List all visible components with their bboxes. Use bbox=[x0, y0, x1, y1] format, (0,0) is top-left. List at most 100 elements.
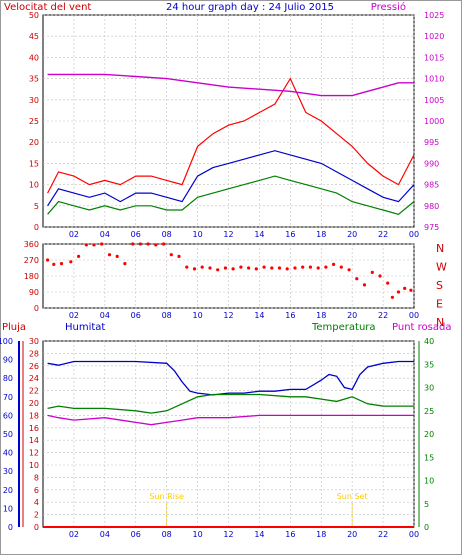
direction-point bbox=[239, 265, 243, 269]
rain-y-tick: 4 bbox=[34, 498, 39, 507]
rain-y-tick: 26 bbox=[29, 362, 39, 371]
dewpoint-label: Punt rosada bbox=[392, 322, 451, 333]
direction-point bbox=[169, 253, 173, 257]
pressure-y-tick: 975 bbox=[424, 223, 439, 232]
temperature-label: Temperatura bbox=[311, 322, 376, 333]
pressure-y-tick: 995 bbox=[424, 138, 439, 147]
rain-y-tick: 12 bbox=[29, 449, 39, 458]
compass-label: E bbox=[436, 298, 443, 311]
temperature-y-tick: 35 bbox=[424, 360, 434, 369]
direction-y-tick: 90 bbox=[29, 288, 39, 297]
direction-point bbox=[231, 267, 235, 271]
direction-x-tick: 12 bbox=[223, 311, 233, 320]
temperature-x-tick: 04 bbox=[100, 530, 110, 539]
temperature-x-tick: 06 bbox=[131, 530, 141, 539]
direction-x-tick: 18 bbox=[316, 311, 326, 320]
direction-point bbox=[115, 254, 119, 258]
temperature-x-tick: 18 bbox=[316, 530, 326, 539]
direction-point bbox=[285, 267, 289, 271]
direction-point bbox=[254, 267, 258, 271]
pressure-y-tick: 1015 bbox=[424, 53, 444, 62]
wind-x-tick: 04 bbox=[100, 230, 110, 239]
direction-point bbox=[301, 265, 305, 269]
direction-point bbox=[46, 258, 50, 262]
rain-y-tick: 20 bbox=[29, 399, 39, 408]
rain-y-tick: 24 bbox=[29, 374, 39, 383]
temperature-y-tick: 30 bbox=[424, 384, 434, 393]
humidity-y-tick: 70 bbox=[3, 393, 13, 402]
temperature-x-tick: 02 bbox=[69, 530, 79, 539]
wind-y-tick: 5 bbox=[34, 202, 39, 211]
wind-x-tick: 10 bbox=[192, 230, 202, 239]
temperature-x-tick: 08 bbox=[162, 530, 172, 539]
direction-point bbox=[308, 265, 312, 269]
pressure-y-tick: 980 bbox=[424, 202, 439, 211]
direction-point bbox=[223, 266, 227, 270]
pressure-y-tick: 990 bbox=[424, 159, 439, 168]
humidity-y-tick: 10 bbox=[3, 504, 13, 513]
temperature-x-tick: 20 bbox=[347, 530, 357, 539]
wind-x-tick: 00 bbox=[409, 230, 419, 239]
direction-point bbox=[378, 274, 382, 278]
direction-x-tick: 06 bbox=[131, 311, 141, 320]
temperature-series-line bbox=[47, 393, 414, 414]
rain-y-tick: 28 bbox=[29, 349, 39, 358]
humidity-y-tick: 50 bbox=[3, 430, 13, 439]
direction-point bbox=[177, 254, 181, 258]
pressure-y-tick: 1000 bbox=[424, 117, 444, 126]
direction-point bbox=[390, 295, 394, 299]
humidity-y-tick: 80 bbox=[3, 374, 13, 383]
temperature-y-tick: 0 bbox=[424, 523, 429, 532]
direction-point bbox=[200, 265, 204, 269]
wind-y-tick: 15 bbox=[29, 159, 39, 168]
direction-point bbox=[185, 265, 189, 269]
temperature-x-tick: 12 bbox=[223, 530, 233, 539]
direction-point bbox=[146, 242, 150, 246]
direction-x-tick: 04 bbox=[100, 311, 110, 320]
wind-series-line bbox=[47, 150, 415, 207]
humidity-label: Humitat bbox=[65, 322, 105, 333]
direction-point bbox=[92, 243, 96, 247]
rain-y-tick: 8 bbox=[34, 473, 39, 482]
wind-y-tick: 25 bbox=[29, 117, 39, 126]
sun-marker-label: Sun Set bbox=[337, 492, 368, 501]
direction-x-tick: 22 bbox=[378, 311, 388, 320]
direction-point bbox=[277, 266, 282, 270]
humidity-y-tick: 40 bbox=[3, 449, 13, 458]
direction-point bbox=[216, 268, 220, 272]
direction-y-tick: 360 bbox=[24, 240, 39, 249]
rain-label: Pluja bbox=[2, 322, 26, 333]
wind-x-tick: 08 bbox=[162, 230, 172, 239]
pressure-label: Pressió bbox=[371, 1, 406, 13]
direction-point bbox=[247, 266, 251, 270]
wind-y-tick: 0 bbox=[34, 223, 39, 232]
wind-x-tick: 20 bbox=[347, 230, 357, 239]
direction-point bbox=[403, 286, 407, 290]
pressure-y-tick: 985 bbox=[424, 181, 439, 190]
humidity-y-tick: 60 bbox=[3, 411, 13, 420]
temperature-y-tick: 10 bbox=[424, 477, 434, 486]
wind-x-tick: 06 bbox=[131, 230, 141, 239]
humidity-y-tick: 90 bbox=[3, 356, 13, 365]
direction-y-tick: 0 bbox=[34, 304, 39, 313]
temperature-y-tick: 25 bbox=[424, 407, 434, 416]
direction-point bbox=[332, 262, 336, 266]
rain-y-tick: 2 bbox=[34, 511, 39, 520]
average-series-line bbox=[47, 175, 415, 215]
direction-x-tick: 00 bbox=[409, 311, 419, 320]
temperature-y-tick: 15 bbox=[424, 453, 434, 462]
rain-y-tick: 18 bbox=[29, 411, 39, 420]
gust-series-line bbox=[47, 77, 415, 194]
temperature-x-tick: 14 bbox=[254, 530, 264, 539]
direction-point bbox=[362, 283, 367, 287]
direction-point bbox=[84, 243, 88, 247]
wind-x-tick: 12 bbox=[223, 230, 233, 239]
wind-y-tick: 30 bbox=[29, 96, 39, 105]
compass-label: N bbox=[436, 316, 444, 329]
temperature-y-tick: 20 bbox=[424, 430, 434, 439]
direction-point bbox=[154, 243, 158, 247]
rain-y-tick: 22 bbox=[29, 387, 39, 396]
